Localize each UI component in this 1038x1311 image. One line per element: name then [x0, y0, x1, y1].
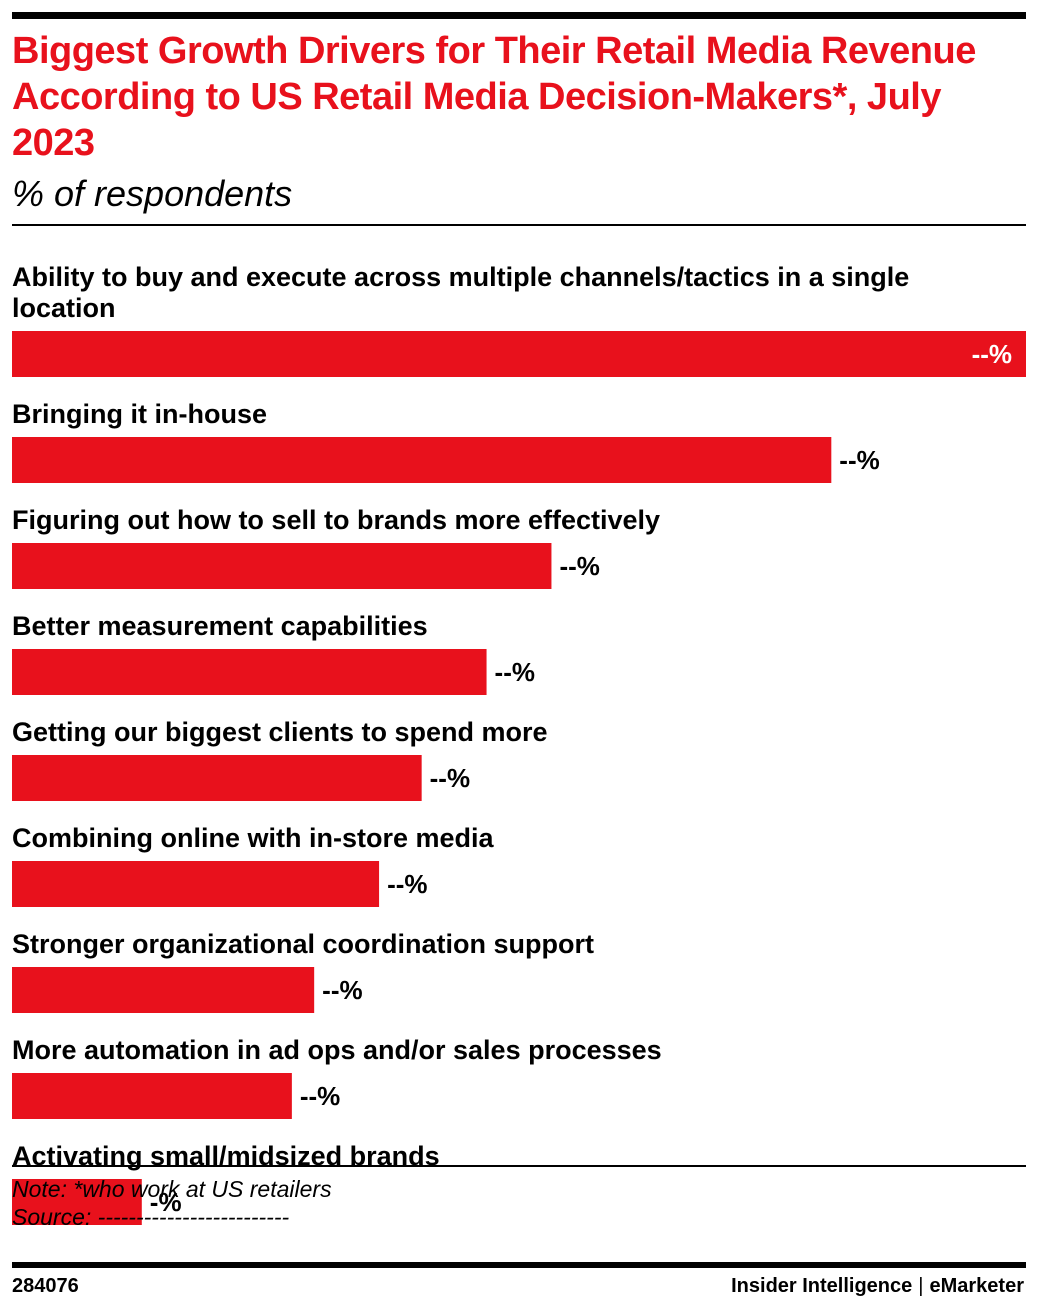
chart-source: Source: ------------------------- — [12, 1204, 290, 1230]
value-label: --% — [559, 551, 599, 581]
value-label: --% — [322, 975, 362, 1005]
value-label: --% — [972, 339, 1012, 369]
bar — [12, 861, 380, 907]
brand-credit: Insider Intelligence | eMarketer — [731, 1274, 1024, 1298]
header-rule — [12, 224, 1026, 226]
footer-rule — [12, 1165, 1026, 1167]
top-rule — [12, 12, 1026, 19]
value-label: --% — [839, 445, 879, 475]
category-label: Ability to buy and execute across multip… — [12, 262, 909, 292]
bottom-rule — [12, 1262, 1026, 1268]
bar — [12, 1179, 142, 1225]
category-label: More automation in ad ops and/or sales p… — [12, 1035, 662, 1065]
category-label: Figuring out how to sell to brands more … — [12, 505, 660, 535]
brand-insider-intelligence: Insider Intelligence — [731, 1275, 913, 1297]
category-label: Getting our biggest clients to spend mor… — [12, 717, 548, 747]
value-label: -% — [150, 1187, 182, 1217]
bar — [12, 543, 552, 589]
chart-note: Note: *who work at US retailers — [12, 1176, 332, 1202]
bar — [12, 331, 1026, 377]
bar — [12, 755, 422, 801]
category-label: Bringing it in-house — [12, 399, 267, 429]
chart-id: 284076 — [12, 1275, 79, 1297]
category-label: Better measurement capabilities — [12, 611, 428, 641]
chart-subtitle: % of respondents — [12, 173, 293, 214]
value-label: --% — [430, 763, 470, 793]
bar — [12, 649, 487, 695]
bar — [12, 1073, 292, 1119]
category-label: Combining online with in-store media — [12, 823, 494, 853]
brand-emarketer: eMarketer — [929, 1275, 1024, 1297]
value-label: --% — [495, 657, 535, 687]
value-label: --% — [387, 869, 427, 899]
brand-separator: | — [918, 1275, 924, 1297]
bar — [12, 967, 315, 1013]
category-label: Stronger organizational coordination sup… — [12, 929, 594, 959]
value-label: --% — [300, 1081, 340, 1111]
chart-title: Biggest Growth Drivers for Their Retail … — [12, 30, 976, 164]
category-label: location — [12, 293, 116, 323]
bar — [12, 437, 832, 483]
